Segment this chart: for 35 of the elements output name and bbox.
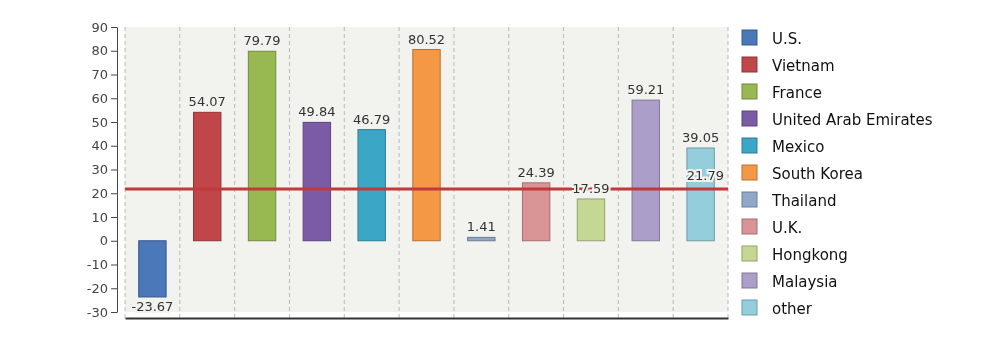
data-label: 80.52 <box>407 31 446 47</box>
y-tick-label: 90 <box>91 19 108 35</box>
y-tick-label: 0 <box>99 233 108 249</box>
y-tick-label: 50 <box>91 114 108 130</box>
data-label: 17.59 <box>572 180 610 196</box>
legend-label: Malaysia <box>772 273 838 291</box>
legend-label: U.K. <box>772 219 803 237</box>
y-tick-label: -10 <box>86 257 108 273</box>
y-tick-label: 60 <box>91 90 108 106</box>
y-tick-label: 30 <box>91 162 108 178</box>
y-tick-label: 10 <box>91 209 108 225</box>
data-label: 49.84 <box>298 104 336 120</box>
y-tick-label: -30 <box>86 304 108 320</box>
data-label: 39.05 <box>681 130 720 146</box>
legend-label: Hongkong <box>772 246 848 264</box>
legend-label: South Korea <box>772 165 863 183</box>
y-tick-label: 80 <box>91 43 108 59</box>
y-tick-label: 20 <box>91 185 108 201</box>
legend-label: U.S. <box>772 30 803 48</box>
y-tick-label: -20 <box>86 280 108 296</box>
legend-label: other <box>772 300 813 318</box>
data-label: 59.21 <box>627 82 665 98</box>
data-label: 54.07 <box>188 94 226 110</box>
legend-label: Mexico <box>772 138 825 156</box>
data-label: -23.67 <box>131 298 174 314</box>
y-tick-label: 40 <box>91 138 108 154</box>
data-label: 24.39 <box>517 164 555 180</box>
data-label: 46.79 <box>353 111 391 127</box>
y-tick-label: 70 <box>91 67 108 83</box>
legend-label: France <box>772 84 822 102</box>
legend-label: Vietnam <box>772 57 835 75</box>
legend-label: Thailand <box>771 192 837 210</box>
legend-label: United Arab Emirates <box>772 111 933 129</box>
data-label: 79.79 <box>243 33 281 49</box>
data-label: 1.41 <box>466 219 496 235</box>
